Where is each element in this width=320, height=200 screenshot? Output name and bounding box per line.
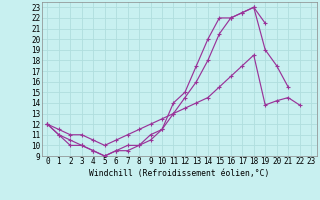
X-axis label: Windchill (Refroidissement éolien,°C): Windchill (Refroidissement éolien,°C) (89, 169, 269, 178)
